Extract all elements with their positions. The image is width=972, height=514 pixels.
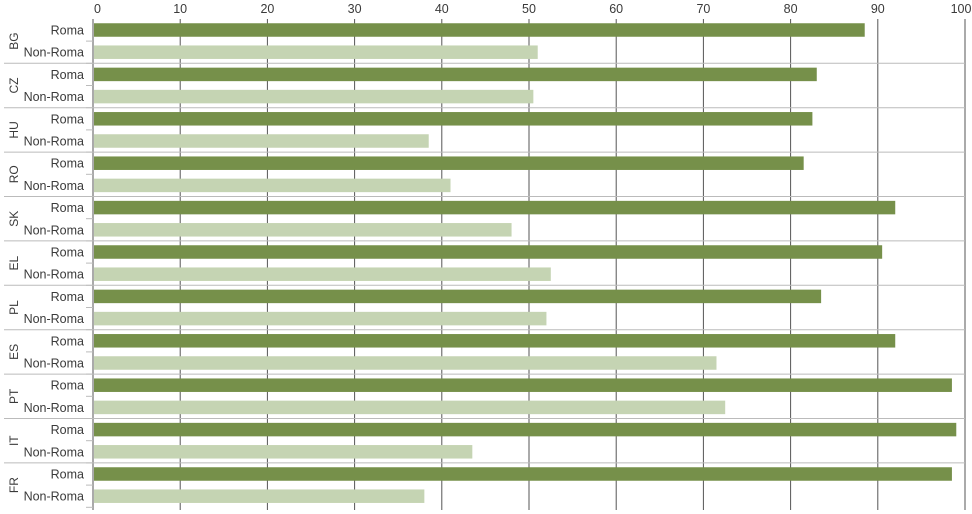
bar-ro-non-roma <box>94 178 451 193</box>
row-label-es-roma: Roma <box>51 334 84 348</box>
country-label-ro: RO <box>7 165 21 183</box>
bar-cz-roma <box>94 67 817 82</box>
country-label-bg: BG <box>7 32 21 49</box>
x-axis-tick-labels: 0 10 20 30 40 50 60 70 80 90 100 <box>94 2 971 16</box>
bar-pt-roma <box>94 378 952 392</box>
country-label-fr: FR <box>7 477 21 493</box>
x-tick-label-40: 40 <box>435 2 449 16</box>
row-label-it-non-roma: Non-Roma <box>24 445 84 459</box>
bar-bg-roma <box>94 23 865 37</box>
country-label-es: ES <box>7 344 21 360</box>
bar-es-roma <box>94 334 896 348</box>
row-label-fr-non-roma: Non-Roma <box>24 490 84 504</box>
bar-es-non-roma <box>94 356 717 370</box>
bar-it-non-roma <box>94 445 473 459</box>
bar-el-non-roma <box>94 267 551 281</box>
bar-fr-non-roma <box>94 489 425 503</box>
bar-sk-non-roma <box>94 223 512 237</box>
country-labels: BG CZ HU RO SK EL PL ES PT IT FR <box>7 32 21 493</box>
x-tick-label-70: 70 <box>696 2 710 16</box>
bar-pl-roma <box>94 289 822 304</box>
row-label-hu-non-roma: Non-Roma <box>24 135 84 149</box>
x-tick-label-30: 30 <box>348 2 362 16</box>
bar-pl-non-roma <box>94 311 547 326</box>
country-label-pt: PT <box>7 388 21 404</box>
bar-hu-roma <box>94 112 813 126</box>
bar-cz-non-roma <box>94 89 534 104</box>
group-separators <box>4 40 965 508</box>
country-label-pl: PL <box>7 300 21 315</box>
bar-sk-roma <box>94 200 896 215</box>
row-labels: Roma Non-Roma Roma Non-Roma Roma Non-Roma Roma… <box>24 24 84 504</box>
row-label-cz-non-roma: Non-Roma <box>24 90 84 104</box>
x-tick-label-80: 80 <box>784 2 798 16</box>
x-tick-label-50: 50 <box>522 2 536 16</box>
row-label-sk-roma: Roma <box>51 201 84 215</box>
row-label-bg-roma: Roma <box>51 24 84 38</box>
x-tick-label-0: 0 <box>94 2 101 16</box>
row-label-ro-non-roma: Non-Roma <box>24 179 84 193</box>
row-label-it-roma: Roma <box>51 423 84 437</box>
bar-fr-roma <box>94 467 952 481</box>
bar-el-roma <box>94 245 883 259</box>
bar-ro-roma <box>94 156 804 170</box>
row-label-el-roma: Roma <box>51 246 84 260</box>
bar-it-roma <box>94 422 957 437</box>
row-label-cz-roma: Roma <box>51 68 84 82</box>
bar-hu-non-roma <box>94 134 429 148</box>
bars <box>94 23 957 503</box>
x-tick-label-60: 60 <box>609 2 623 16</box>
row-label-pt-roma: Roma <box>51 379 84 393</box>
x-tick-label-100: 100 <box>951 2 972 16</box>
bar-bg-non-roma <box>94 45 538 59</box>
row-label-pl-roma: Roma <box>51 290 84 304</box>
row-label-sk-non-roma: Non-Roma <box>24 223 84 237</box>
row-label-es-non-roma: Non-Roma <box>24 357 84 371</box>
country-label-sk: SK <box>7 211 21 227</box>
country-label-it: IT <box>7 435 21 446</box>
x-tick-label-20: 20 <box>260 2 274 16</box>
row-label-hu-roma: Roma <box>51 112 84 126</box>
row-label-bg-non-roma: Non-Roma <box>24 46 84 60</box>
x-tick-label-90: 90 <box>871 2 885 16</box>
bar-pt-non-roma <box>94 400 726 415</box>
country-label-hu: HU <box>7 121 21 138</box>
row-label-el-non-roma: Non-Roma <box>24 268 84 282</box>
row-label-fr-roma: Roma <box>51 468 84 482</box>
row-label-pt-non-roma: Non-Roma <box>24 401 84 415</box>
country-label-el: EL <box>7 255 21 270</box>
row-label-ro-roma: Roma <box>51 157 84 171</box>
row-label-pl-non-roma: Non-Roma <box>24 312 84 326</box>
x-tick-label-10: 10 <box>173 2 187 16</box>
country-label-cz: CZ <box>7 78 21 94</box>
